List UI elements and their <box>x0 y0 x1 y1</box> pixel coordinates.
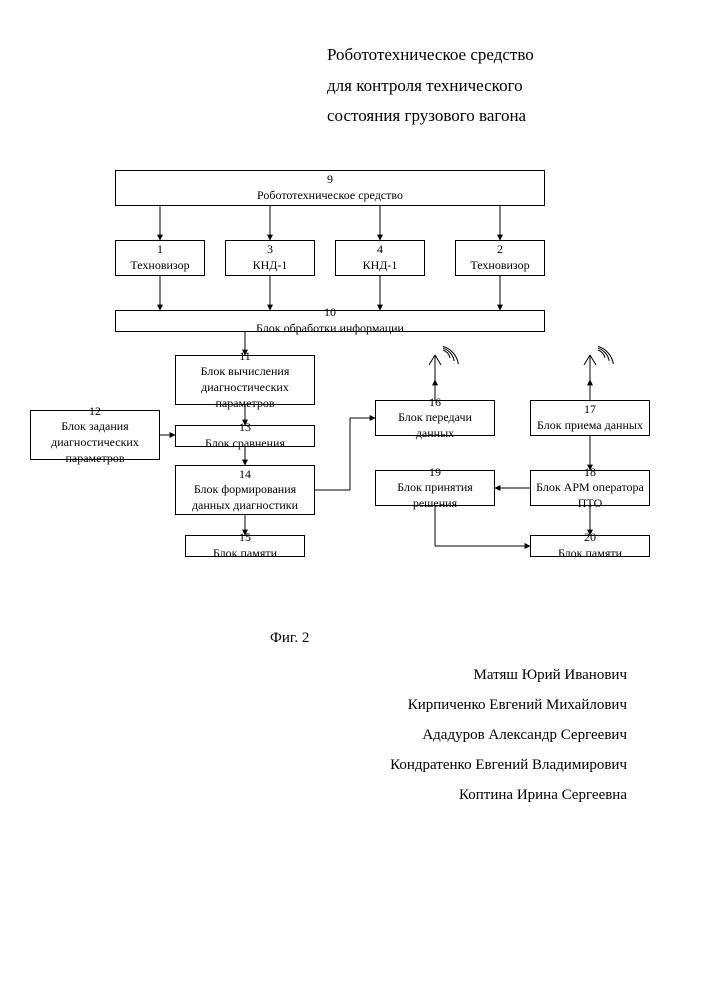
flowchart-node: 4КНД-1 <box>335 240 425 276</box>
flowchart-node: 11Блок вычисления диагностических параме… <box>175 355 315 405</box>
flowchart-node: 17Блок приема данных <box>530 400 650 436</box>
flowchart-node: 20Блок памяти <box>530 535 650 557</box>
authors-list: Матяш Юрий Иванович Кирпиченко Евгений М… <box>390 660 627 810</box>
flowchart-node: 12Блок задания диагностических параметро… <box>30 410 160 460</box>
title-line: Робототехническое средство <box>327 40 627 71</box>
flowchart-node: 19Блок принятия решения <box>375 470 495 506</box>
flowchart-node: 3КНД-1 <box>225 240 315 276</box>
flowchart-node: 9Робототехническое средство <box>115 170 545 206</box>
author: Матяш Юрий Иванович <box>390 660 627 690</box>
flowchart-node: 13Блок сравнения <box>175 425 315 447</box>
author: Ададуров Александр Сергеевич <box>390 720 627 750</box>
author: Кирпиченко Евгений Михайлович <box>390 690 627 720</box>
flowchart-node: 18Блок АРМ оператора ПТО <box>530 470 650 506</box>
author: Коптина Ирина Сергеевна <box>390 780 627 810</box>
flowchart-node: 16Блок передачи данных <box>375 400 495 436</box>
flowchart-node: 1Техновизор <box>115 240 205 276</box>
flowchart-diagram: 9Робототехническое средство 1Техновизор 3К… <box>0 170 707 600</box>
author: Кондратенко Евгений Владимирович <box>390 750 627 780</box>
flowchart-node: 2Техновизор <box>455 240 545 276</box>
flowchart-node: 10Блок обработки информации <box>115 310 545 332</box>
flowchart-node: 15Блок памяти <box>185 535 305 557</box>
figure-label: Фиг. 2 <box>270 630 309 647</box>
document-title: Робототехническое средство для контроля … <box>327 40 627 132</box>
title-line: для контроля технического <box>327 71 627 102</box>
title-line: состояния грузового вагона <box>327 101 627 132</box>
flowchart-node: 14Блок формирования данных диагностики <box>175 465 315 515</box>
